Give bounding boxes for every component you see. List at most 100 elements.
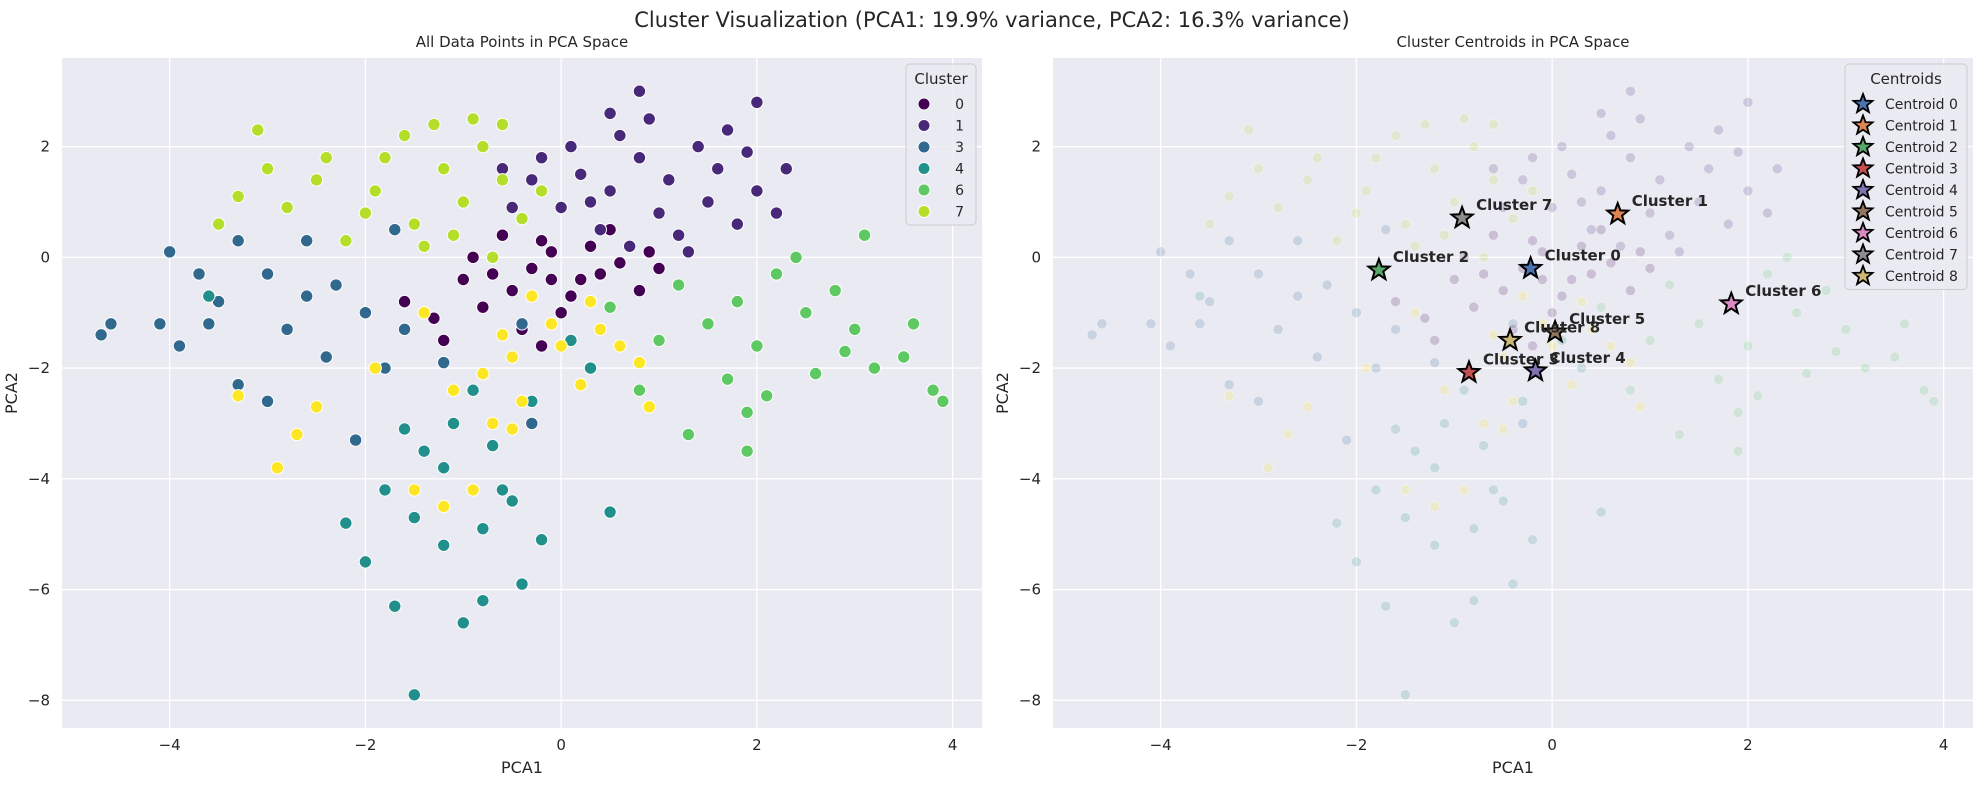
data-point-cluster-5 (583, 294, 598, 309)
centroid-star-5 (1541, 318, 1569, 344)
faded-point-cluster-7 (1507, 213, 1519, 224)
faded-point-cluster-0 (1468, 301, 1480, 313)
faded-point-cluster-4 (1517, 395, 1529, 407)
faded-point-cluster-1 (1566, 168, 1578, 180)
legend-star-marker (1851, 220, 1875, 244)
centroid-star-3 (1455, 358, 1483, 384)
data-point-cluster-5 (309, 400, 324, 414)
faded-point-cluster-0 (1429, 334, 1441, 346)
data-point-cluster-0 (485, 267, 500, 281)
x-tick-label: 4 (1939, 736, 1949, 754)
data-point-cluster-4 (378, 483, 392, 497)
faded-point-cluster-5 (1497, 351, 1509, 363)
faded-point-cluster-1 (1576, 196, 1587, 208)
legend-label: Centroid 2 (1885, 140, 1958, 156)
data-point-cluster-1 (613, 128, 627, 143)
faded-point-cluster-7 (1331, 235, 1343, 247)
data-point-cluster-4 (515, 577, 529, 591)
faded-point-cluster-5 (1497, 423, 1509, 435)
faded-point-cluster-5 (1634, 401, 1646, 413)
faded-point-cluster-3 (1223, 235, 1235, 247)
faded-point-cluster-7 (1439, 229, 1450, 241)
data-point-cluster-4 (485, 438, 500, 453)
data-point-cluster-6 (789, 250, 803, 265)
legend-box (905, 63, 977, 226)
faded-point-cluster-1 (1644, 207, 1656, 219)
faded-data-points (1086, 85, 1940, 701)
data-point-cluster-6 (838, 344, 852, 359)
data-point-cluster-0 (564, 289, 578, 303)
data-point-cluster-4 (437, 538, 451, 552)
faded-point-cluster-6 (1732, 445, 1744, 457)
data-point-cluster-3 (260, 394, 275, 409)
faded-point-cluster-4 (1448, 617, 1460, 629)
faded-point-cluster-6 (1673, 429, 1685, 440)
data-point-cluster-1 (603, 184, 617, 198)
faded-point-cluster-0 (1634, 246, 1646, 258)
legend-label: 3 (955, 140, 964, 156)
faded-point-cluster-0 (1566, 274, 1578, 285)
x-tick-label: −2 (1345, 736, 1367, 754)
x-tick-label: 2 (752, 736, 762, 754)
data-point-cluster-6 (652, 333, 666, 348)
data-point-cluster-4 (397, 422, 412, 436)
faded-point-cluster-1 (1527, 152, 1538, 164)
data-point-cluster-3 (104, 317, 118, 331)
faded-point-cluster-6 (1781, 251, 1793, 263)
data-point-cluster-0 (544, 272, 559, 287)
faded-point-cluster-7 (1488, 119, 1499, 130)
centroid-label: Cluster 8 (1524, 318, 1600, 336)
data-point-cluster-0 (466, 250, 480, 265)
data-point-cluster-6 (867, 361, 882, 375)
faded-point-cluster-0 (1497, 285, 1509, 296)
data-point-cluster-1 (495, 162, 510, 176)
faded-point-cluster-4 (1468, 595, 1480, 607)
faded-point-cluster-6 (1625, 384, 1636, 396)
data-point-cluster-6 (701, 317, 715, 331)
data-point-cluster-6 (720, 372, 735, 386)
data-point-cluster-0 (525, 261, 539, 276)
data-point-cluster-0 (544, 245, 559, 259)
faded-point-cluster-5 (1566, 379, 1578, 391)
data-point-cluster-3 (260, 267, 275, 281)
faded-point-cluster-5 (1262, 462, 1274, 474)
data-point-cluster-0 (632, 283, 647, 298)
grid (62, 58, 982, 728)
faded-point-cluster-6 (1595, 301, 1607, 313)
legend-label: 4 (955, 162, 964, 178)
data-point-cluster-4 (456, 616, 470, 630)
data-point-cluster-1 (720, 123, 735, 137)
data-point-cluster-7 (446, 228, 461, 242)
data-point-cluster-6 (926, 383, 940, 397)
legend-label: Centroid 8 (1885, 269, 1958, 285)
data-point-cluster-1 (525, 173, 539, 187)
faded-point-cluster-0 (1448, 274, 1460, 285)
data-point-cluster-0 (534, 234, 549, 248)
data-point-cluster-6 (799, 306, 813, 320)
x-tick-label: 0 (556, 736, 566, 754)
data-point-cluster-7 (456, 195, 470, 209)
faded-point-cluster-1 (1722, 218, 1734, 230)
faded-point-cluster-1 (1556, 141, 1568, 152)
data-point-cluster-5 (437, 499, 451, 514)
faded-point-cluster-0 (1625, 285, 1636, 296)
data-point-cluster-0 (593, 267, 607, 281)
panel-title: All Data Points in PCA Space (416, 33, 628, 51)
data-point-cluster-7 (309, 173, 324, 187)
x-axis-label: PCA1 (1492, 758, 1534, 777)
legend-star-marker (1851, 155, 1875, 179)
data-point-cluster-6 (808, 366, 823, 381)
faded-point-cluster-3 (1370, 362, 1382, 374)
data-point-cluster-6 (759, 389, 774, 403)
data-point-cluster-3 (231, 234, 245, 248)
data-point-cluster-7 (427, 117, 441, 132)
data-point-cluster-3 (280, 322, 294, 337)
faded-point-cluster-6 (1732, 406, 1744, 418)
data-point-cluster-4 (417, 444, 431, 458)
faded-point-cluster-6 (1693, 318, 1705, 330)
faded-point-cluster-3 (1429, 357, 1441, 368)
legend-box (1844, 63, 1968, 290)
faded-point-cluster-6 (1762, 268, 1773, 280)
data-point-cluster-7 (476, 139, 490, 154)
